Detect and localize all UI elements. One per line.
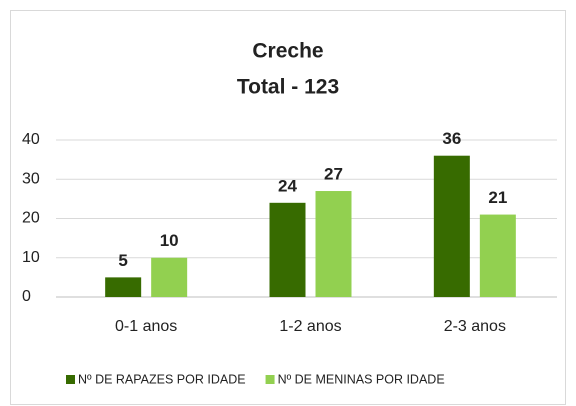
x-tick-label: 2-3 anos [444, 318, 506, 335]
x-tick-label: 0-1 anos [115, 318, 177, 335]
y-tick-label: 20 [22, 210, 40, 227]
x-tick-label: 1-2 anos [279, 318, 341, 335]
bar [479, 214, 516, 297]
value-label: 21 [488, 188, 507, 207]
bar [269, 202, 306, 297]
legend-label: Nº DE MENINAS POR IDADE [278, 372, 445, 386]
legend-swatch [265, 375, 275, 384]
value-label: 5 [118, 251, 127, 270]
bar [315, 191, 352, 297]
value-label: 10 [160, 231, 179, 250]
y-tick-label: 30 [22, 170, 40, 187]
y-tick-label: 40 [22, 131, 40, 148]
bar [433, 155, 470, 297]
chart-subtitle: Total - 123 [237, 76, 339, 99]
legend-swatch [66, 375, 75, 384]
value-label: 27 [324, 165, 343, 184]
y-tick-label: 0 [22, 288, 31, 305]
y-tick-label: 10 [22, 249, 40, 266]
bar [151, 257, 188, 297]
chart-title: Creche [252, 40, 323, 63]
value-label: 36 [442, 129, 461, 148]
bar [105, 277, 142, 297]
value-label: 24 [278, 176, 297, 195]
legend-label: Nº DE RAPAZES POR IDADE [78, 372, 246, 386]
